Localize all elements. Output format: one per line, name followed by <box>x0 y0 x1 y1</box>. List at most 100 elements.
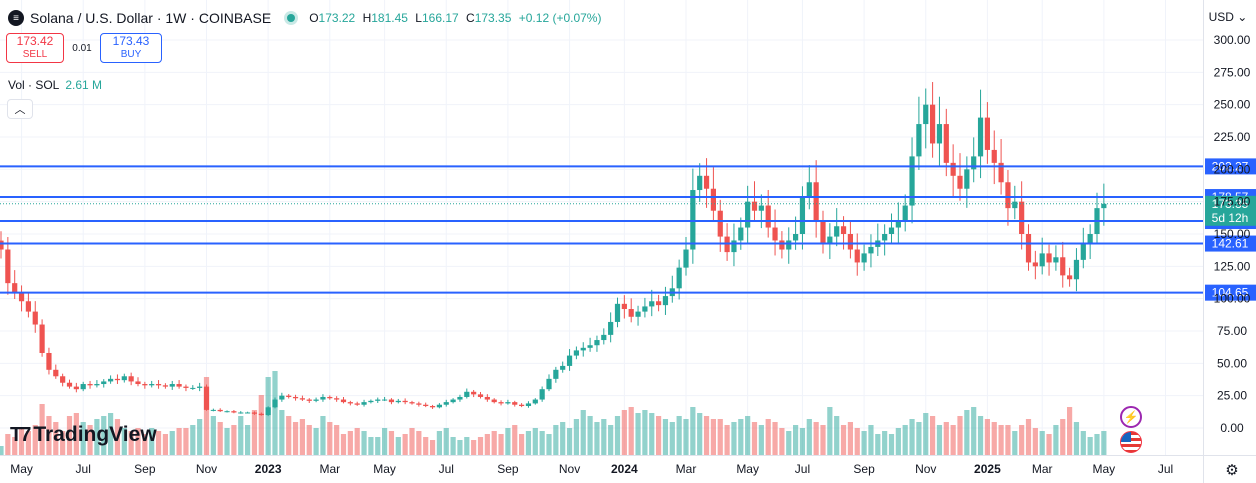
candle-body <box>210 409 216 411</box>
volume-bar <box>642 410 648 455</box>
candle-body <box>779 240 785 250</box>
candle-body <box>423 404 429 407</box>
volume-bar <box>286 416 292 455</box>
candle-body <box>820 221 826 245</box>
candle-body <box>608 321 614 335</box>
candle-body <box>916 124 922 157</box>
volume-bar <box>25 431 31 455</box>
volume-bar <box>580 410 586 455</box>
candle-body <box>327 396 333 399</box>
volume-bar <box>683 419 689 455</box>
symbol-title[interactable]: Solana / U.S. Dollar · 1W · COINBASE <box>30 10 272 26</box>
candle-body <box>224 411 230 413</box>
candle-body <box>87 384 93 386</box>
volume-bar <box>80 422 86 455</box>
candle-body <box>114 378 121 381</box>
volume-bar <box>971 407 977 455</box>
candle-body <box>402 400 408 403</box>
candle-body <box>1046 253 1052 263</box>
price-tick-label: 275.00 <box>1214 65 1251 79</box>
volume-bar <box>272 371 278 455</box>
candle-body <box>292 396 299 399</box>
event-bolt-icon[interactable]: ⚡ <box>1120 406 1142 428</box>
volume-bar <box>135 428 141 455</box>
price-tick-label: 150.00 <box>1214 227 1251 241</box>
candle-body <box>943 124 949 163</box>
collapse-legend-button[interactable]: ︿ <box>7 99 33 119</box>
candle-body <box>32 311 38 325</box>
buy-button[interactable]: 173.43 BUY <box>100 33 162 63</box>
candle-body <box>930 104 936 144</box>
tradingview-mark-icon: T7 <box>10 423 31 446</box>
sell-button[interactable]: 173.42 SELL <box>6 33 64 63</box>
volume-bar <box>251 410 258 455</box>
candle-body <box>320 396 326 400</box>
volume-bar <box>484 434 490 455</box>
volume-bar <box>1087 437 1093 455</box>
spread-value: 0.01 <box>72 42 92 54</box>
volume-bar <box>614 416 621 455</box>
volume-bar <box>108 413 114 455</box>
candle-body <box>1080 244 1086 260</box>
volume-bar <box>731 422 737 455</box>
candle-body <box>361 402 367 405</box>
price-tick-label: 250.00 <box>1214 98 1251 112</box>
candle-body <box>258 413 264 416</box>
volume-bar <box>375 437 381 455</box>
trade-panel: 173.42 SELL 0.01 173.43 BUY <box>6 33 162 63</box>
volume-bar <box>553 425 559 455</box>
volume-bar <box>73 413 79 455</box>
candle-body <box>477 394 484 397</box>
candle-body <box>697 175 703 191</box>
volume-bar <box>32 425 38 455</box>
candle-body <box>395 400 401 403</box>
volume-bar <box>361 431 367 455</box>
volume-bar <box>662 419 669 455</box>
volume-bar <box>1094 434 1100 455</box>
candle-body <box>512 402 518 405</box>
volume-bar <box>292 422 299 455</box>
candle-body <box>594 340 600 346</box>
volume-bar <box>498 434 504 455</box>
currency-selector[interactable]: USD ⌄ <box>1208 10 1248 24</box>
volume-bar <box>984 419 990 455</box>
candle-body <box>662 296 669 306</box>
candle-body <box>39 324 45 353</box>
candle-body <box>217 409 223 412</box>
volume-bar <box>608 425 614 455</box>
candle-body <box>1067 275 1073 280</box>
volume-bar <box>676 416 682 455</box>
candle-body <box>347 402 353 404</box>
candle-body <box>340 399 347 403</box>
candle-body <box>758 205 764 211</box>
volume-bar <box>923 413 929 455</box>
candle-body <box>614 303 621 322</box>
settings-gear-icon[interactable]: ⚙ <box>1225 462 1239 479</box>
time-tick-label: Sep <box>497 462 519 476</box>
low-value: 166.17 <box>421 11 459 25</box>
candle-body <box>108 378 114 382</box>
candle-body <box>1019 201 1025 234</box>
candle-body <box>553 369 559 379</box>
candle-body <box>169 384 175 387</box>
us-flag-icon[interactable] <box>1120 431 1142 453</box>
volume-bar <box>560 422 566 455</box>
candle-body <box>991 149 997 163</box>
volume-bar <box>840 425 847 455</box>
volume-bar <box>779 428 785 455</box>
candle-body <box>546 378 552 390</box>
candle-body <box>80 384 86 390</box>
candle-body <box>149 384 155 386</box>
volume-bar <box>121 428 127 455</box>
volume-bar <box>258 395 264 455</box>
volume-bar <box>60 431 66 455</box>
volume-bar <box>519 434 525 455</box>
volume-bar <box>820 425 826 455</box>
volume-bar <box>868 425 874 455</box>
volume-bar <box>888 434 895 455</box>
volume-bar <box>1067 407 1073 455</box>
volume-bar <box>183 428 189 455</box>
